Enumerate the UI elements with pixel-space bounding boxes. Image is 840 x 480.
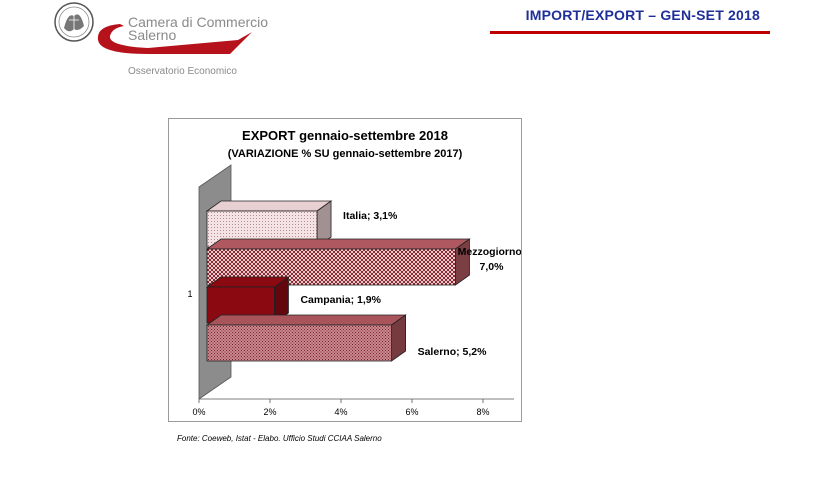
data-label-salerno: Salerno; 5,2%: [418, 346, 488, 358]
chart-bars: [205, 200, 471, 362]
x-tick-label: 0%: [192, 407, 205, 417]
chart-data-labels: Italia; 3,1% Mezzogiorno; 7,0% Campania; 1,…: [300, 210, 521, 358]
source-note: Fonte: Coeweb, Istat - Elabo. Ufficio St…: [177, 434, 382, 443]
bar-top: [205, 314, 407, 326]
bar-top: [205, 200, 333, 212]
org-name-line1: Camera di Commercio: [128, 14, 269, 30]
x-axis-ticks: 0% 2% 4% 6% 8%: [192, 399, 490, 417]
y-category-label: 1: [187, 289, 192, 299]
bar-front: [206, 324, 393, 362]
bar-salerno: [205, 314, 407, 362]
org-subtitle: Osservatorio Economico: [128, 66, 237, 77]
page-title: IMPORT/EXPORT – GEN-SET 2018: [525, 7, 760, 23]
chart-frame: EXPORT gennaio-settembre 2018 (VARIAZION…: [168, 118, 522, 422]
export-chart: EXPORT gennaio-settembre 2018 (VARIAZION…: [187, 128, 521, 417]
data-label-italia: Italia; 3,1%: [343, 210, 398, 222]
x-tick-label: 2%: [263, 407, 276, 417]
x-tick-label: 4%: [334, 407, 347, 417]
chart-title: EXPORT gennaio-settembre 2018: [242, 128, 448, 143]
chart-subtitle: (VARIAZIONE % SU gennaio-settembre 2017): [228, 148, 463, 160]
chamber-logo: [52, 2, 262, 82]
data-label-mezzogiorno: Mezzogiorno; 7,0%: [458, 246, 521, 273]
bar-top: [205, 238, 471, 250]
org-name: Camera di Commercio Salerno: [128, 14, 269, 43]
data-label-campania: Campania; 1,9%: [300, 294, 381, 306]
x-tick-label: 8%: [476, 407, 489, 417]
x-tick-label: 6%: [405, 407, 418, 417]
title-rule: [490, 31, 770, 34]
org-name-line2: Salerno: [128, 27, 177, 43]
